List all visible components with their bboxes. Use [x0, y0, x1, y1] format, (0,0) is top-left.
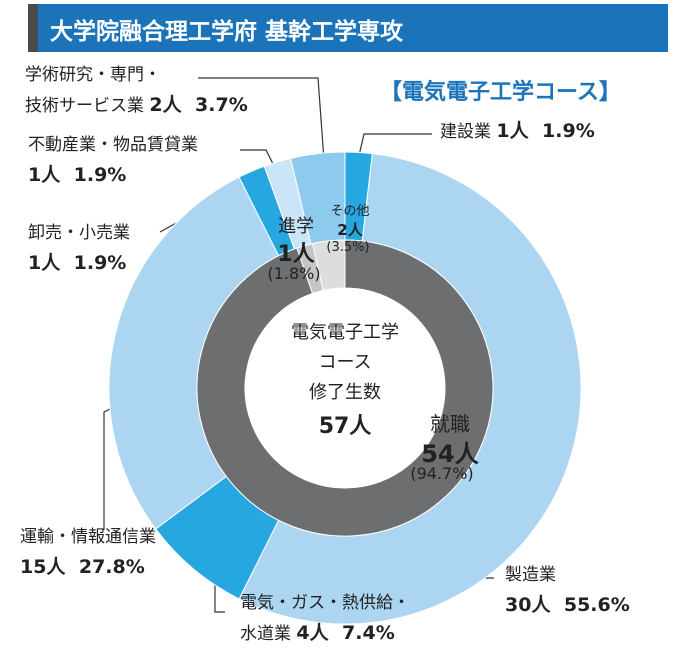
- center-total: 57人: [318, 414, 372, 439]
- outer-label: 建設業 1人 1.9%: [440, 116, 595, 147]
- category-name: 建設業: [440, 122, 491, 142]
- inner-percent: (1.8%): [267, 264, 321, 283]
- outer-label: 運輸・情報通信業 15人 27.8%: [20, 522, 156, 583]
- inner-percent: (94.7%): [410, 464, 474, 483]
- title-bar: [28, 4, 668, 52]
- percent-label: 1.9%: [542, 120, 595, 142]
- outer-label: 電気・ガス・熱供給・ 水道業 4人 7.4%: [240, 588, 410, 649]
- outer-label: 製造業 30人 55.6%: [505, 560, 630, 621]
- center-text: 電気電子工学: [291, 322, 399, 343]
- inner-count: 54人: [421, 440, 479, 468]
- count-label: 1人: [28, 252, 61, 274]
- percent-label: 27.8%: [78, 556, 145, 578]
- percent-label: 55.6%: [563, 594, 630, 616]
- category-name: 卸売・小売業: [28, 223, 130, 243]
- category-name: 電気・ガス・熱供給・ 水道業: [240, 593, 410, 644]
- inner-category: その他: [330, 204, 370, 219]
- category-name: 不動産業・物品賃貸業: [28, 135, 198, 155]
- inner-segment: [312, 239, 346, 292]
- percent-label: 1.9%: [73, 164, 127, 186]
- inner-count: 1人: [277, 242, 315, 267]
- count-label: 1人: [28, 164, 61, 186]
- count-label: 30人: [505, 594, 551, 616]
- category-name: 学術研究・専門・ 技術サービス業: [25, 65, 161, 116]
- percent-label: 1.9%: [73, 252, 127, 274]
- center-text: 修了生数: [309, 382, 381, 403]
- percent-label: 3.7%: [195, 94, 248, 116]
- chart-title: 大学院融合理工学府 基幹工学専攻: [50, 19, 404, 45]
- inner-category: 進学: [278, 216, 314, 237]
- inner-segment: [196, 239, 494, 537]
- count-label: 1人: [496, 120, 529, 142]
- count-label: 15人: [20, 556, 66, 578]
- count-label: 2人: [149, 94, 182, 116]
- inner-percent: (3.5%): [326, 240, 370, 255]
- inner-count: 2人: [337, 221, 363, 239]
- outer-label: 卸売・小売業 1人 1.9%: [28, 218, 130, 279]
- center-text: コース: [318, 352, 372, 373]
- category-name: 製造業: [505, 565, 556, 585]
- inner-category: 就職: [430, 412, 470, 436]
- chart-subtitle: 【電気電子工学コース】: [380, 80, 621, 105]
- category-name: 運輸・情報通信業: [20, 527, 156, 547]
- count-label: 4人: [296, 622, 329, 644]
- percent-label: 7.4%: [342, 622, 395, 644]
- outer-label: 不動産業・物品賃貸業 1人 1.9%: [28, 130, 198, 191]
- outer-label: 学術研究・専門・ 技術サービス業 2人 3.7%: [25, 60, 248, 121]
